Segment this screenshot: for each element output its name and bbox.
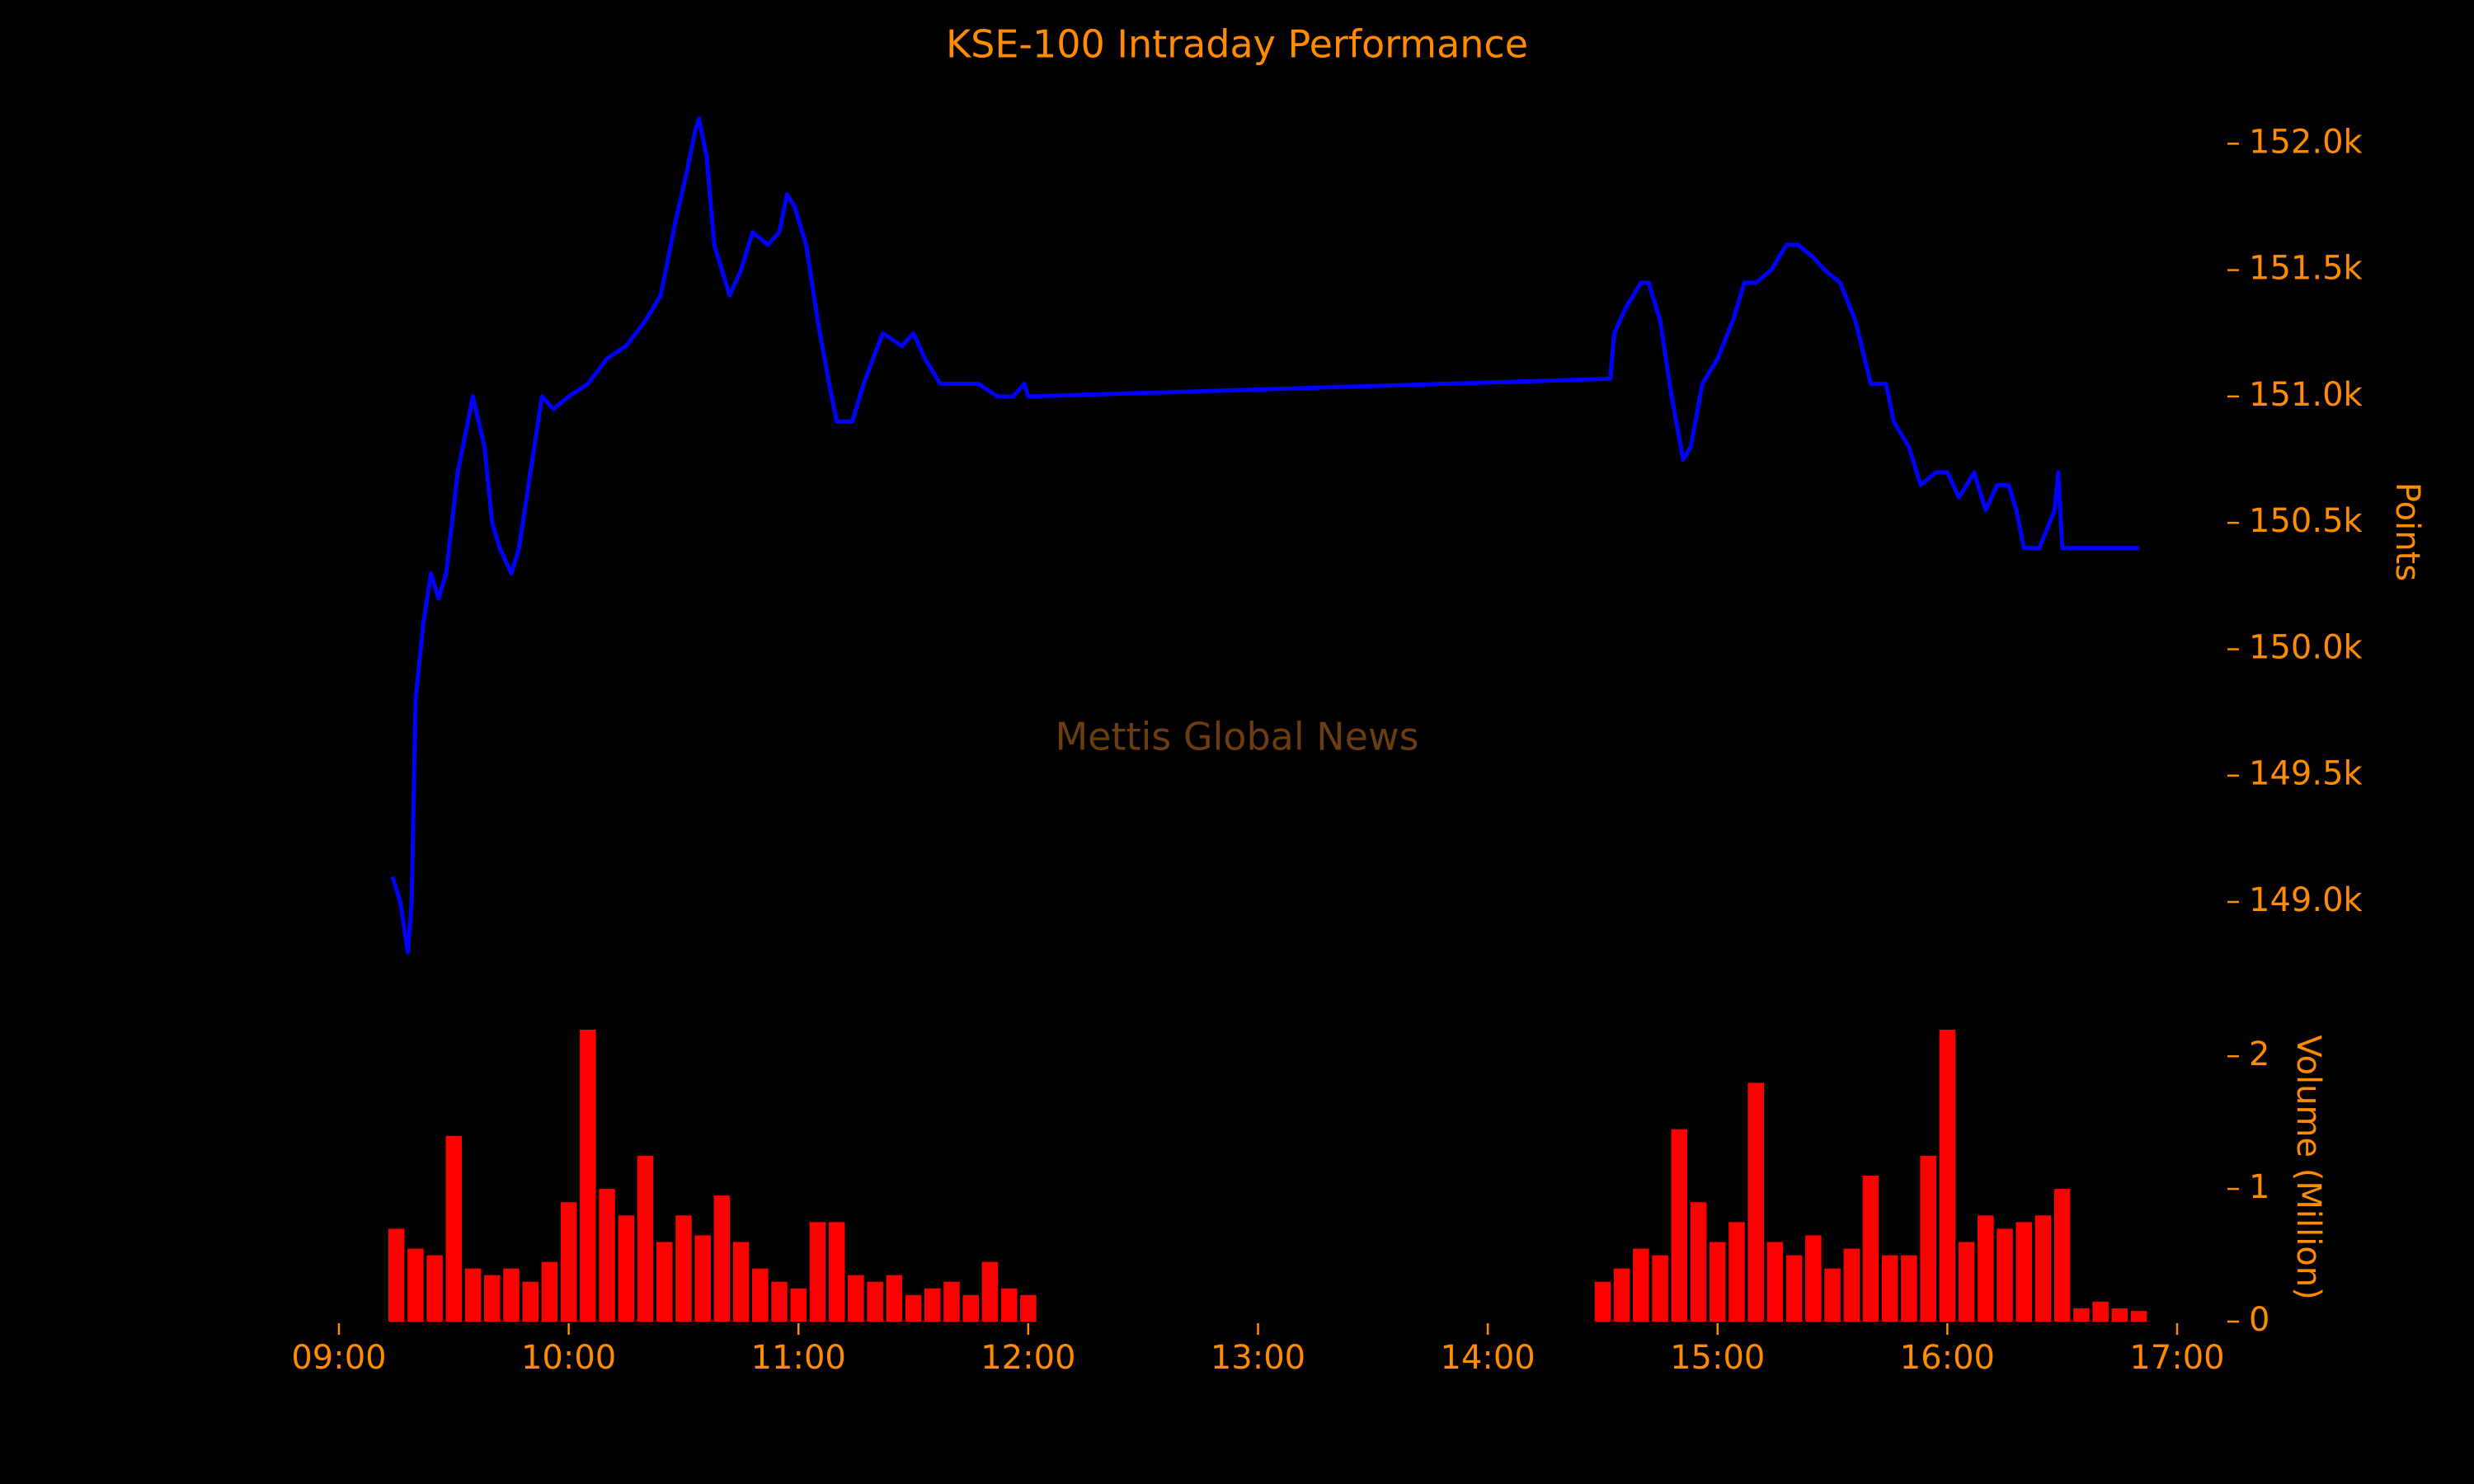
volume-bar — [483, 1275, 501, 1322]
volume-bar — [790, 1288, 807, 1322]
volume-bar — [560, 1202, 577, 1322]
x-tick-label: 11:00 — [751, 1339, 846, 1377]
volume-bar — [2034, 1215, 2052, 1322]
volume-bar — [541, 1261, 558, 1322]
volume-bar — [886, 1275, 903, 1322]
y-tick-label: 149.0k — [2249, 881, 2363, 919]
volume-bar — [809, 1222, 826, 1322]
volume-bar — [1805, 1235, 1822, 1322]
volume-bar — [1862, 1176, 1879, 1322]
volume-bar — [713, 1195, 731, 1322]
volume-bar — [599, 1189, 615, 1322]
volume-bar — [732, 1242, 750, 1322]
volume-bar — [388, 1228, 405, 1322]
volume-bar — [618, 1215, 635, 1322]
volume-bar — [1709, 1242, 1726, 1322]
volume-bar — [2015, 1222, 2033, 1322]
x-tick-label: 14:00 — [1440, 1339, 1535, 1377]
volume-bar — [905, 1294, 922, 1322]
volume-bar — [752, 1268, 769, 1322]
volume-bar — [1901, 1255, 1917, 1322]
volume-bar — [656, 1242, 673, 1322]
volume-bar — [2073, 1308, 2090, 1322]
x-tick-label: 09:00 — [291, 1339, 386, 1377]
volume-bar — [771, 1281, 788, 1322]
volume-bar — [2111, 1308, 2128, 1322]
volume-bar — [1729, 1222, 1745, 1322]
volume-bar — [1671, 1129, 1688, 1322]
volume-bar — [981, 1261, 999, 1322]
volume-bar — [1958, 1242, 1975, 1322]
y-tick-label: 0 — [2249, 1301, 2269, 1339]
watermark: Mettis Global News — [1055, 715, 1418, 759]
volume-bar — [1594, 1281, 1611, 1322]
y-tick-label: 1 — [2249, 1168, 2269, 1206]
y-tick-label: 2 — [2249, 1036, 2269, 1073]
volume-bar — [503, 1268, 520, 1322]
volume-bar — [445, 1135, 463, 1322]
volume-bar — [522, 1281, 539, 1322]
x-tick-label: 15:00 — [1670, 1339, 1765, 1377]
y-tick-label: 150.0k — [2249, 628, 2363, 666]
volume-bar — [1939, 1030, 1956, 1322]
volume-bar — [1978, 1215, 1994, 1322]
volume-bar — [2130, 1311, 2147, 1322]
y-axis-label: Points — [2388, 482, 2426, 581]
volume-bar — [924, 1288, 941, 1322]
chart-title: KSE-100 Intraday Performance — [946, 22, 1528, 67]
y-tick-label: 150.5k — [2249, 502, 2363, 540]
y-tick-label: 151.0k — [2249, 376, 2363, 414]
volume-bar — [426, 1255, 443, 1322]
price-line — [390, 116, 2139, 955]
volume-bar — [1633, 1248, 1649, 1322]
y-axis-label: Volume (Million) — [2289, 1035, 2327, 1299]
volume-bar — [694, 1235, 711, 1322]
volume-bar — [828, 1222, 845, 1322]
y-tick-label: 149.5k — [2249, 755, 2363, 793]
volume-bar — [1766, 1242, 1784, 1322]
volume-bar — [407, 1248, 424, 1322]
volume-bar — [2053, 1189, 2071, 1322]
volume-bar — [675, 1215, 692, 1322]
x-tick-label: 16:00 — [1900, 1339, 1995, 1377]
volume-bar — [1000, 1288, 1018, 1322]
volume-bar — [962, 1294, 979, 1322]
volume-bar — [848, 1275, 864, 1322]
volume-bar — [1020, 1294, 1037, 1322]
volume-bar — [1785, 1255, 1803, 1322]
volume-bar — [1613, 1268, 1630, 1322]
volume-bar — [943, 1281, 960, 1322]
y-tick-label: 151.5k — [2249, 250, 2363, 288]
x-tick-label: 17:00 — [2129, 1339, 2224, 1377]
x-tick-label: 13:00 — [1211, 1339, 1305, 1377]
volume-bar — [637, 1155, 654, 1322]
volume-bar — [2092, 1301, 2109, 1322]
x-tick-label: 12:00 — [981, 1339, 1075, 1377]
volume-bar — [1747, 1082, 1764, 1322]
volume-bar — [580, 1030, 596, 1322]
volume-bar — [1690, 1202, 1707, 1322]
volume-bar — [1824, 1268, 1841, 1322]
volume-bar — [1881, 1255, 1898, 1322]
volume-bar — [1920, 1155, 1936, 1322]
y-tick-label: 152.0k — [2249, 123, 2363, 161]
volume-bar — [1652, 1255, 1668, 1322]
volume-bar — [464, 1268, 482, 1322]
volume-bar — [1997, 1228, 2013, 1322]
volume-bar — [867, 1281, 883, 1322]
volume-bar — [1843, 1248, 1860, 1322]
x-tick-label: 10:00 — [521, 1339, 616, 1377]
